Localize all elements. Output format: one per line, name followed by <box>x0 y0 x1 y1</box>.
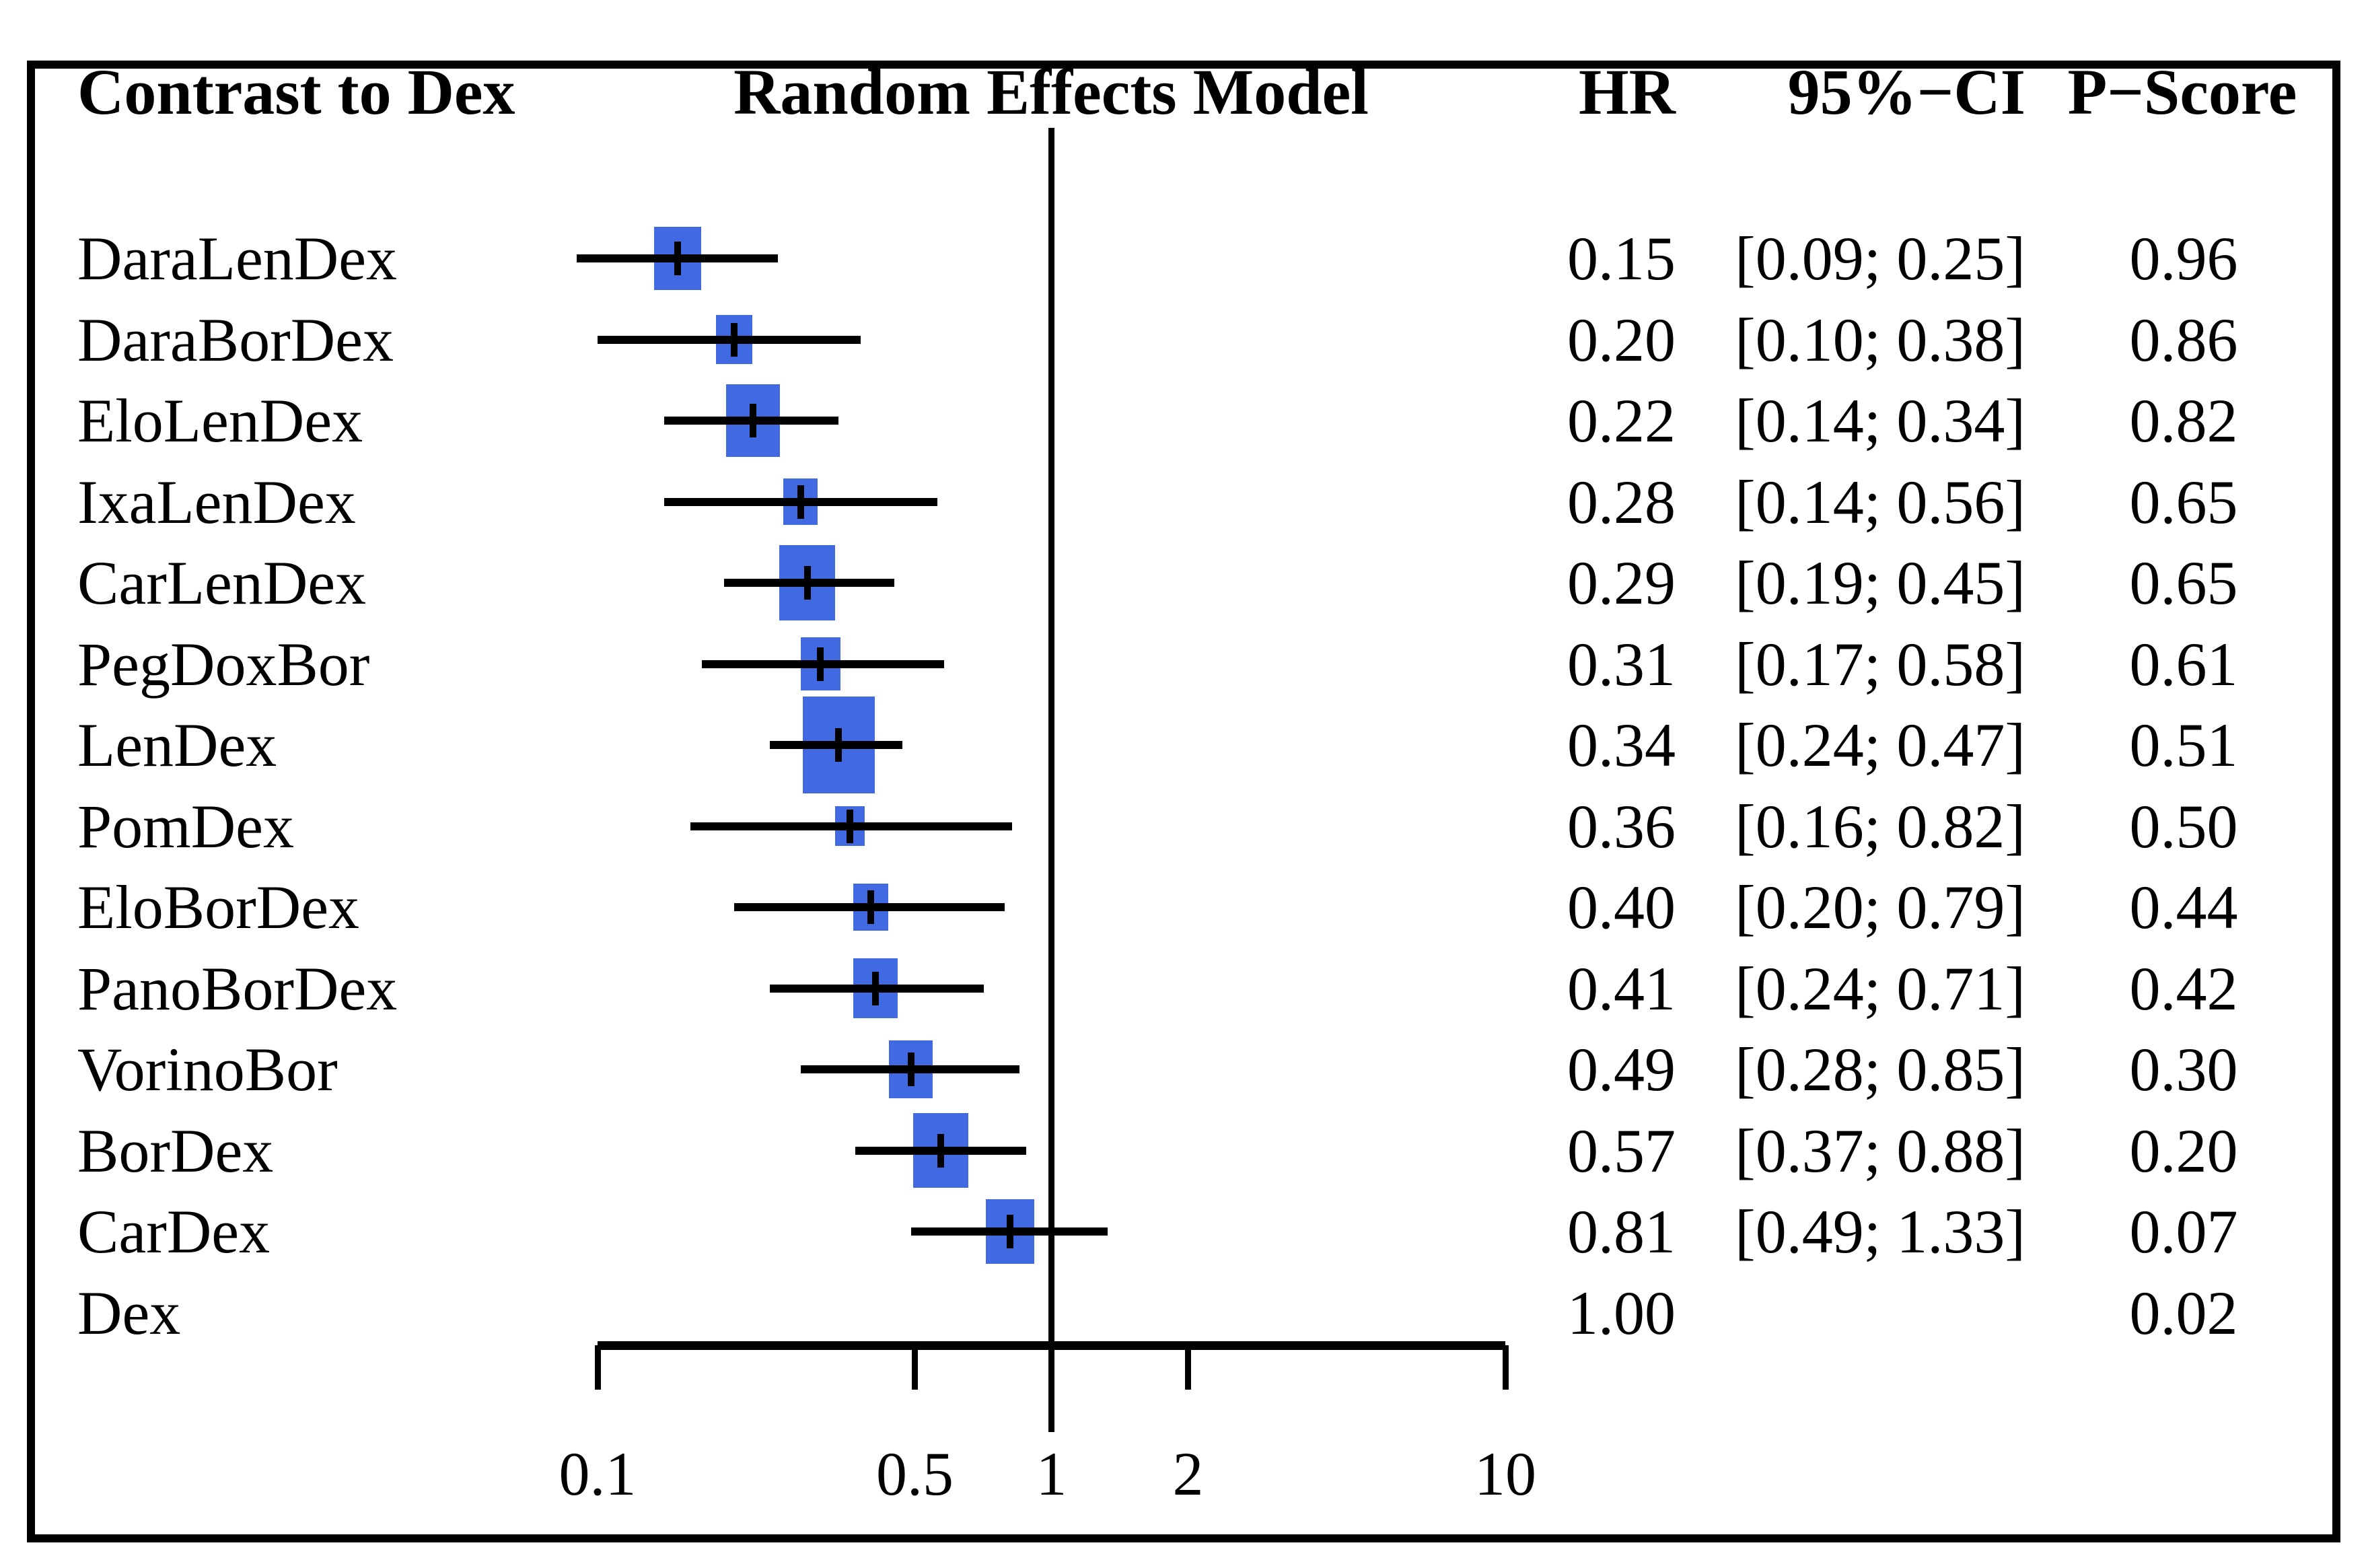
column-header-pscore: P−Score <box>2067 56 2297 128</box>
estimate-tick <box>835 728 842 762</box>
hr-value: 0.29 <box>1567 548 1676 617</box>
pscore-value: 0.07 <box>2129 1197 2238 1266</box>
hr-value: 0.81 <box>1567 1197 1676 1266</box>
pscore-value: 0.61 <box>2129 629 2238 699</box>
row-label: Dex <box>77 1278 181 1347</box>
column-header-ci: 95%−CI <box>1787 56 2025 128</box>
row-label: EloLenDex <box>77 386 363 455</box>
hr-value: 0.40 <box>1567 873 1676 941</box>
estimate-tick <box>847 809 854 843</box>
estimate-tick <box>817 647 824 681</box>
pscore-value: 0.02 <box>2129 1278 2238 1347</box>
pscore-value: 0.30 <box>2129 1035 2238 1104</box>
hr-value: 0.49 <box>1567 1035 1676 1104</box>
hr-value: 0.20 <box>1567 305 1676 374</box>
ci-value: [0.28; 0.85] <box>1735 1035 2025 1104</box>
hr-value: 0.34 <box>1567 711 1676 779</box>
pscore-value: 0.20 <box>2129 1116 2238 1185</box>
row-label: IxaLenDex <box>77 467 356 536</box>
x-tick-label: 0.5 <box>875 1439 954 1508</box>
ci-value: [0.10; 0.38] <box>1735 305 2025 374</box>
hr-value: 0.36 <box>1567 791 1676 861</box>
row-label: PanoBorDex <box>77 954 398 1023</box>
row-label: LenDex <box>77 711 277 779</box>
x-tick <box>1185 1345 1192 1390</box>
row-label: DaraLenDex <box>77 224 398 293</box>
pscore-value: 0.42 <box>2129 954 2238 1023</box>
hr-value: 0.22 <box>1567 386 1676 455</box>
ci-value: [0.09; 0.25] <box>1735 224 2025 293</box>
ci-value: [0.49; 1.33] <box>1735 1197 2025 1266</box>
x-axis-line <box>598 1341 1505 1350</box>
x-tick-label: 1 <box>1036 1439 1067 1508</box>
x-tick <box>911 1345 918 1390</box>
pscore-value: 0.51 <box>2129 711 2238 779</box>
ci-value: [0.37; 0.88] <box>1735 1116 2025 1185</box>
pscore-value: 0.50 <box>2129 791 2238 861</box>
ci-value: [0.24; 0.47] <box>1735 711 2025 779</box>
ci-value: [0.24; 0.71] <box>1735 954 2025 1023</box>
pscore-value: 0.65 <box>2129 467 2238 536</box>
pscore-value: 0.65 <box>2129 548 2238 617</box>
x-tick <box>594 1345 601 1390</box>
estimate-tick <box>674 242 681 275</box>
estimate-tick <box>797 485 804 519</box>
x-tick-label: 2 <box>1172 1439 1204 1508</box>
row-label: EloBorDex <box>77 873 360 941</box>
row-label: PomDex <box>77 791 294 861</box>
ci-value: [0.16; 0.82] <box>1735 791 2025 861</box>
ci-value: [0.17; 0.58] <box>1735 629 2025 699</box>
x-tick <box>1502 1345 1509 1390</box>
row-label: VorinoBor <box>77 1035 338 1104</box>
ci-value: [0.14; 0.34] <box>1735 386 2025 455</box>
column-header-contrast: Contrast to Dex <box>77 56 515 128</box>
pscore-value: 0.86 <box>2129 305 2238 374</box>
ci-value: [0.14; 0.56] <box>1735 467 2025 536</box>
hr-value: 0.28 <box>1567 467 1676 536</box>
hr-value: 0.31 <box>1567 629 1676 699</box>
hr-value: 0.41 <box>1567 954 1676 1023</box>
row-label: PegDoxBor <box>77 629 370 699</box>
column-header-hr: HR <box>1579 56 1676 128</box>
x-tick-label: 0.1 <box>559 1439 637 1508</box>
row-label: CarDex <box>77 1197 271 1266</box>
estimate-tick <box>872 971 880 1005</box>
estimate-tick <box>731 322 738 357</box>
hr-value: 0.57 <box>1567 1116 1676 1185</box>
ci-line <box>598 335 861 344</box>
estimate-tick <box>1006 1215 1013 1248</box>
row-label: CarLenDex <box>77 548 367 617</box>
column-header-model: Random Effects Model <box>733 56 1369 128</box>
pscore-value: 0.44 <box>2129 873 2238 941</box>
estimate-tick <box>867 890 875 924</box>
hr-value: 1.00 <box>1567 1278 1676 1347</box>
estimate-tick <box>803 566 811 600</box>
row-label: BorDex <box>77 1116 274 1185</box>
pscore-value: 0.82 <box>2129 386 2238 455</box>
x-tick-label: 10 <box>1474 1439 1536 1508</box>
ci-value: [0.19; 0.45] <box>1735 548 2025 617</box>
row-label: DaraBorDex <box>77 305 394 374</box>
hr-value: 0.15 <box>1567 224 1676 293</box>
ci-value <box>1689 1273 2025 1353</box>
reference-line <box>1048 128 1054 1432</box>
estimate-tick <box>749 404 756 437</box>
estimate-tick <box>937 1133 944 1168</box>
estimate-tick <box>907 1053 914 1086</box>
ci-value: [0.20; 0.79] <box>1735 873 2025 941</box>
plot-frame <box>27 61 2340 1542</box>
pscore-value: 0.96 <box>2129 224 2238 293</box>
